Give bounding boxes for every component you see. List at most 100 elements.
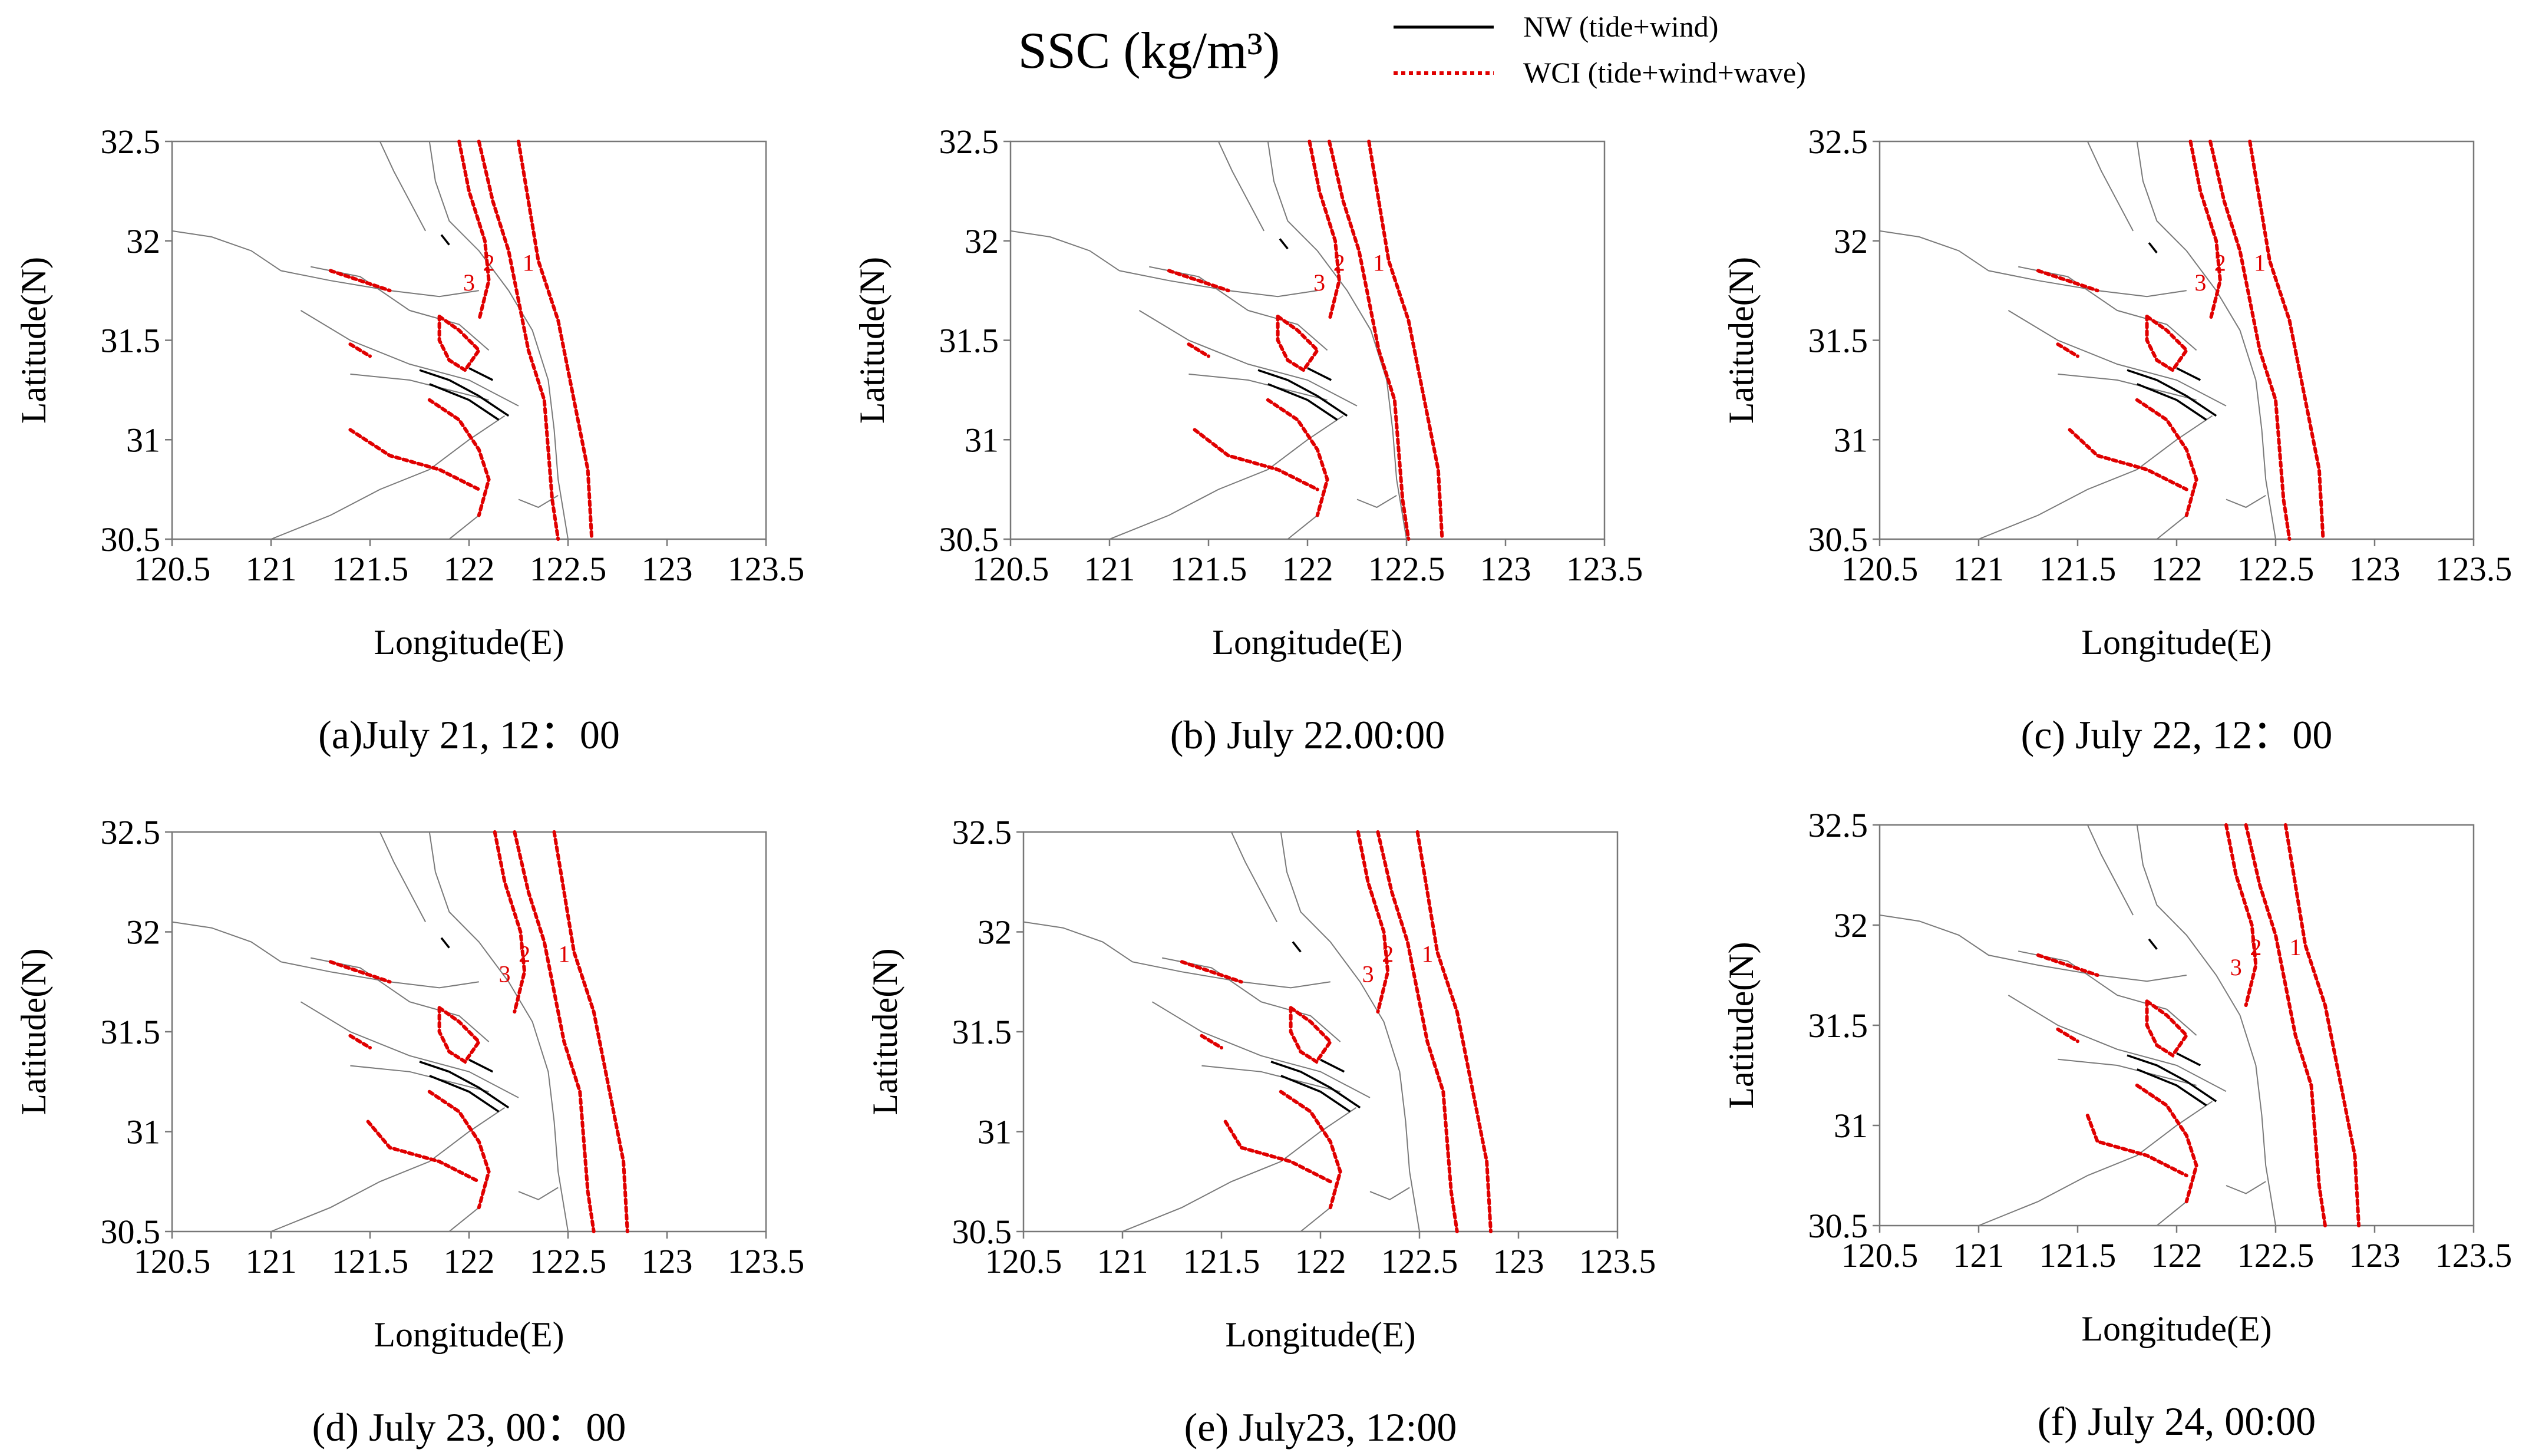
nw-contour-line bbox=[2127, 369, 2217, 417]
y-tick-label: 31 bbox=[1834, 1107, 1868, 1145]
contour-level-label: 2 bbox=[2214, 249, 2226, 276]
wci-contour-line bbox=[552, 830, 629, 1233]
y-tick-label: 32 bbox=[1834, 906, 1868, 945]
y-tick-label: 31.5 bbox=[939, 322, 999, 360]
wci-contour-line bbox=[2145, 315, 2189, 373]
panel-caption: (b) July 22.00:00 bbox=[1170, 712, 1445, 757]
nw-contour-line bbox=[1280, 1074, 1351, 1113]
y-axis-label: Latitude(N) bbox=[1722, 942, 1761, 1108]
x-tick-label: 121 bbox=[246, 1242, 297, 1280]
wci-contour-line bbox=[513, 830, 596, 1233]
x-tick-label: 123 bbox=[2349, 1236, 2401, 1275]
coastline bbox=[1267, 141, 1407, 540]
x-tick-label: 120.5 bbox=[985, 1242, 1062, 1280]
wci-contour-line bbox=[427, 1089, 491, 1210]
y-axis-label: Latitude(N) bbox=[14, 257, 53, 424]
coastline bbox=[1879, 230, 2187, 298]
x-axis-label: Longitude(E) bbox=[2081, 1309, 2272, 1348]
x-axis-label: Longitude(E) bbox=[1212, 623, 1402, 662]
x-tick-label: 121 bbox=[246, 550, 297, 588]
x-tick-label: 123.5 bbox=[1579, 1242, 1656, 1280]
coastline bbox=[1109, 415, 1344, 540]
x-tick-label: 121 bbox=[1097, 1242, 1148, 1280]
nw-contour-line bbox=[1257, 369, 1348, 417]
y-tick-label: 32 bbox=[965, 222, 999, 260]
contour-level-label: 1 bbox=[1373, 249, 1385, 276]
wci-contour-line bbox=[2283, 823, 2361, 1227]
x-tick-label: 120.5 bbox=[134, 550, 211, 588]
wci-contour-line bbox=[1187, 342, 1210, 358]
y-tick-label: 32 bbox=[978, 913, 1012, 952]
x-axis-label: Longitude(E) bbox=[2081, 623, 2272, 662]
x-tick-label: 121.5 bbox=[1170, 550, 1247, 588]
x-tick-label: 123 bbox=[2349, 550, 2401, 588]
x-tick-label: 123 bbox=[642, 550, 693, 588]
wci-contour-line bbox=[2224, 823, 2258, 1007]
y-tick-label: 32 bbox=[1834, 222, 1868, 260]
coastline bbox=[2136, 824, 2276, 1226]
coastline bbox=[518, 1187, 559, 1200]
wci-contour-line bbox=[1328, 140, 1411, 541]
x-tick-label: 120.5 bbox=[134, 1242, 211, 1280]
panel-caption: (c) July 22, 12：00 bbox=[2021, 712, 2333, 757]
x-tick-label: 121.5 bbox=[332, 1242, 409, 1280]
wci-contour-line bbox=[2208, 140, 2292, 541]
coastline bbox=[1162, 957, 1341, 1042]
contour-level-label: 2 bbox=[1382, 940, 1394, 967]
contour-level-label: 2 bbox=[483, 249, 495, 276]
nw-contour-line bbox=[440, 937, 450, 949]
x-tick-label: 122 bbox=[444, 550, 495, 588]
x-tick-label: 122 bbox=[444, 1242, 495, 1280]
nw-contour-line bbox=[2148, 242, 2158, 254]
x-axis-label: Longitude(E) bbox=[374, 623, 564, 662]
nw-contour-line bbox=[2127, 1054, 2217, 1102]
wci-contour-line bbox=[1279, 1089, 1342, 1210]
x-tick-label: 121.5 bbox=[2039, 1236, 2117, 1275]
nw-contour-line bbox=[419, 1061, 510, 1109]
panel-caption: (f) July 24, 00:00 bbox=[2038, 1399, 2316, 1444]
nw-contour-line bbox=[429, 1074, 500, 1113]
y-tick-label: 31.5 bbox=[101, 1013, 161, 1051]
contour-level-label: 1 bbox=[523, 249, 534, 276]
wci-contour-line bbox=[477, 140, 560, 541]
contour-level-label: 1 bbox=[2290, 934, 2302, 960]
nw-contour-line bbox=[2176, 1052, 2201, 1067]
coastline bbox=[1151, 1001, 1371, 1098]
figure-title: SSC (kg/m³) bbox=[1018, 22, 1280, 80]
x-tick-label: 122 bbox=[1282, 550, 1333, 588]
y-axis-label: Latitude(N) bbox=[14, 948, 53, 1115]
wci-contour-line bbox=[348, 428, 481, 491]
wci-contour-line bbox=[328, 960, 392, 984]
wci-contour-line bbox=[1200, 1034, 1223, 1050]
y-tick-label: 31.5 bbox=[1808, 1006, 1868, 1045]
coastline bbox=[171, 921, 479, 989]
coastline bbox=[1879, 914, 2187, 982]
x-tick-label: 123 bbox=[1493, 1242, 1544, 1280]
wci-contour-line bbox=[1180, 960, 1243, 984]
x-tick-label: 122.5 bbox=[2237, 1236, 2315, 1275]
wci-contour-line bbox=[2085, 1114, 2188, 1177]
panel-caption: (a)July 21, 12：00 bbox=[318, 712, 620, 757]
y-tick-label: 31.5 bbox=[101, 322, 161, 360]
contour-level-label: 2 bbox=[519, 940, 530, 967]
nw-contour-line bbox=[1320, 1058, 1345, 1073]
x-tick-label: 122 bbox=[2151, 550, 2203, 588]
contour-level-label: 3 bbox=[463, 269, 475, 296]
nw-contour-line bbox=[1267, 383, 1338, 421]
panel-caption: (e) July23, 12:00 bbox=[1184, 1405, 1457, 1450]
nw-contour-line bbox=[429, 383, 500, 421]
wci-contour-line bbox=[2056, 1027, 2079, 1044]
x-tick-label: 122.5 bbox=[1381, 1242, 1458, 1280]
wci-contour-line bbox=[1193, 428, 1319, 491]
x-tick-label: 122 bbox=[2151, 1236, 2203, 1275]
x-tick-label: 122 bbox=[1295, 1242, 1346, 1280]
wci-contour-line bbox=[1367, 140, 1444, 541]
nw-contour-line bbox=[2137, 383, 2207, 421]
y-tick-label: 32 bbox=[126, 222, 160, 260]
wci-contour-line bbox=[2145, 999, 2189, 1058]
nw-contour-line bbox=[2148, 938, 2158, 950]
y-tick-label: 30.5 bbox=[101, 520, 161, 559]
